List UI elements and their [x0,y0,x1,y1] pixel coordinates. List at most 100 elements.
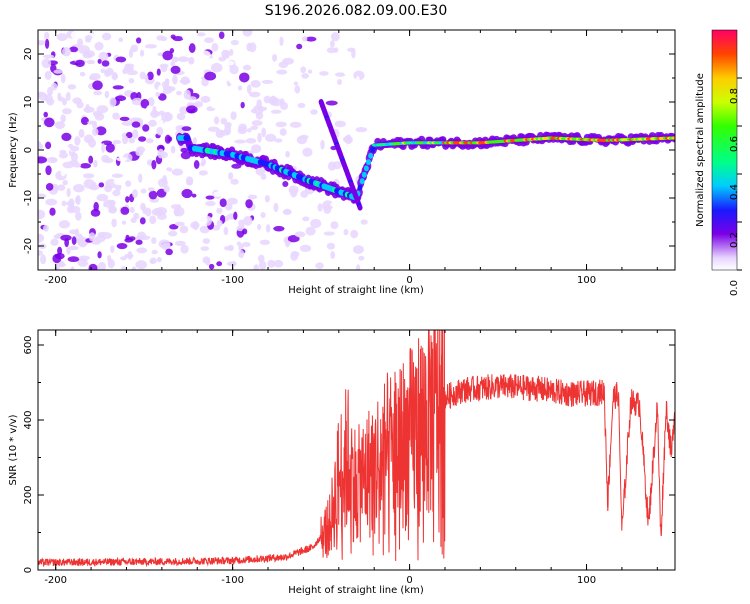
heatmap-noise-blob [251,190,259,196]
heatmap-noise-blob [168,40,179,49]
heatmap-noise-blob [138,235,151,241]
heatmap-noise-blob [44,70,52,80]
heatmap-noise-blob [223,226,229,236]
heatmap-noise-blob [157,84,164,94]
heatmap-noise-blob [60,114,66,123]
heatmap-noise-blob [50,82,58,91]
heatmap-x-label: Height of straight line (km) [288,285,424,296]
heatmap-noise-blob [196,32,206,37]
heatmap-noise-blob [53,69,63,74]
heatmap-noise-blob [88,138,97,148]
heatmap-noise-blob [155,91,161,97]
y-tick-label: -20 [23,238,34,254]
heatmap-noise-blob [141,86,149,93]
heatmap-noise-blob [68,198,75,208]
heatmap-noise-blob [330,221,339,230]
heatmap-noise-blob [253,264,260,270]
colorbar-ticks: 0.0 0.2 0.4 0.6 0.8 [729,77,742,296]
heatmap-noise-blob [125,180,132,187]
heatmap-blobs [38,30,675,270]
heatmap-noise-blob [129,206,135,214]
heatmap-noise-blob [279,128,287,136]
heatmap-noise-blob [147,97,155,107]
heatmap-noise-blob [268,96,279,106]
heatmap-noise-blob [86,59,96,65]
heatmap-noise-blob [223,245,233,251]
heatmap-noise-blob [246,128,252,133]
heatmap-noise-blob [58,220,71,229]
heatmap-noise-blob [88,263,98,270]
heatmap-noise-blob [256,99,262,109]
heatmap-noise-blob [147,71,154,81]
heatmap-noise-blob [162,50,173,61]
heatmap-noise-blob [66,246,71,255]
heatmap-noise-blob [157,178,168,188]
heatmap-noise-blob [101,32,112,41]
heatmap-noise-blob [325,100,338,106]
heatmap-noise-blob [80,116,89,125]
heatmap-noise-blob [185,176,194,186]
x-tick-label: 0 [406,275,412,286]
heatmap-noise-blob [200,246,210,251]
heatmap-noise-blob [246,84,252,94]
heatmap-noise-blob [54,121,66,129]
heatmap-noise-blob [110,245,115,253]
heatmap-noise-blob [87,120,97,125]
heatmap-noise-blob [104,90,110,99]
heatmap-ridge-core [370,146,376,153]
heatmap-noise-blob [285,150,290,158]
heatmap-noise-blob [56,33,68,42]
heatmap-noise-blob [105,143,115,153]
heatmap-noise-blob [62,47,71,57]
heatmap-noise-blob [355,75,360,86]
heatmap-noise-blob [300,66,307,74]
heatmap-noise-blob [78,255,91,261]
heatmap-noise-blob [330,32,340,42]
x-tick-label: -200 [44,275,67,286]
x-tick-label: 100 [577,275,596,286]
heatmap-noise-blob [211,42,219,52]
heatmap-noise-blob [247,194,258,200]
heatmap-noise-blob [320,166,326,173]
heatmap-noise-blob [186,130,197,135]
heatmap-noise-blob [125,131,133,139]
heatmap-noise-blob [50,238,59,246]
heatmap-y-label: Frequency (Hz) [8,112,19,188]
heatmap-noise-blob [109,97,117,108]
heatmap-noise-blob [74,59,85,68]
heatmap-noise-blob [207,126,220,132]
heatmap-noise-blob [44,117,55,128]
heatmap-noise-blob [355,264,361,270]
heatmap-noise-blob [242,64,252,71]
heatmap-noise-blob [57,246,63,255]
heatmap-noise-blob [111,173,124,178]
heatmap-noise-blob [112,189,121,197]
heatmap-ridge-core [363,165,369,172]
heatmap-noise-blob [258,260,267,270]
heatmap-noise-blob [121,121,134,127]
heatmap-noise-blob [157,148,165,159]
heatmap-noise-blob [112,85,124,90]
heatmap-noise-blob [160,36,168,42]
heatmap-dispersion-blob [357,204,363,211]
heatmap-noise-blob [136,247,148,254]
heatmap-ridge-core [361,171,367,178]
heatmap-noise-blob [161,242,171,251]
heatmap-noise-blob [89,72,101,81]
heatmap-noise-blob [181,188,193,199]
heatmap-noise-blob [287,235,300,243]
heatmap-noise-blob [112,112,120,120]
heatmap-noise-blob [299,244,312,253]
heatmap-noise-blob [151,159,157,170]
heatmap-noise-blob [199,215,208,225]
heatmap-ridge-core [368,152,374,159]
heatmap-noise-blob [273,225,285,232]
heatmap-noise-blob [70,266,75,270]
heatmap-noise-blob [91,181,97,191]
heatmap-noise-blob [145,138,154,144]
heatmap-noise-blob [119,116,130,122]
heatmap-noise-blob [201,158,207,165]
heatmap-noise-blob [282,209,292,215]
heatmap-noise-blob [38,233,45,243]
